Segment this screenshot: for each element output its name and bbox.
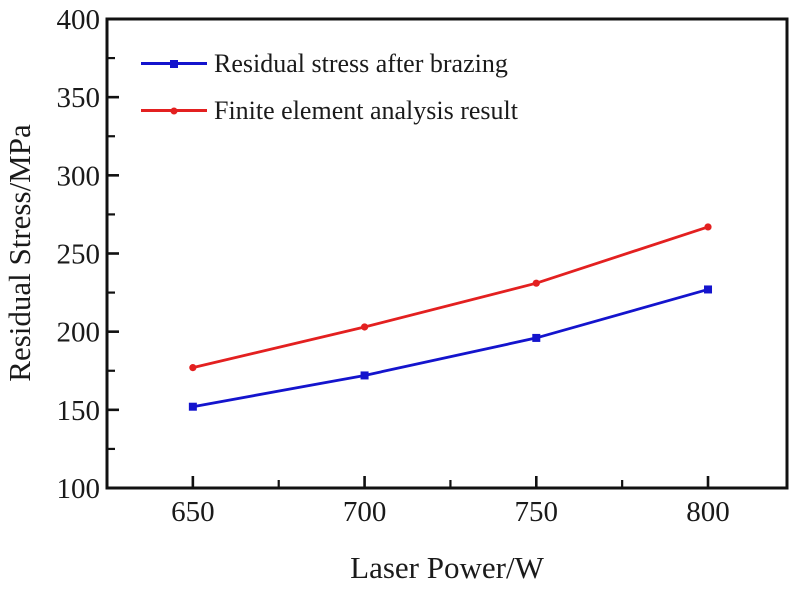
legend-line-sample: [141, 59, 207, 68]
data-point-circle: [532, 279, 540, 287]
data-point-circle: [189, 364, 197, 372]
series-line-1: [192, 225, 709, 369]
square-marker-icon: [170, 59, 178, 68]
y-tick-label: 200: [57, 317, 101, 349]
data-point-square: [532, 333, 541, 342]
y-axis-title: Residual Stress/MPa: [2, 124, 37, 382]
legend-line-sample: [141, 107, 207, 114]
y-tick-label: 350: [57, 82, 101, 114]
y-tick-label: 100: [57, 473, 101, 505]
y-tick-label: 300: [57, 160, 101, 192]
circle-marker-icon: [170, 107, 178, 114]
y-tick-label: 150: [57, 395, 101, 427]
plot-frame: [105, 17, 789, 490]
legend: Residual stress after brazing Finite ele…: [141, 40, 518, 134]
y-tick-label: 250: [57, 239, 101, 271]
legend-label: Residual stress after brazing: [214, 48, 508, 78]
x-tick-label: 650: [171, 496, 215, 528]
legend-entry-fea: Finite element analysis result: [141, 87, 518, 134]
x-tick-label: 750: [515, 496, 559, 528]
x-tick-label: 800: [686, 496, 730, 528]
data-point-square: [188, 402, 197, 411]
data-point-circle: [704, 223, 712, 231]
legend-label: Finite element analysis result: [214, 95, 518, 125]
data-point-square: [704, 285, 713, 294]
data-point-circle: [360, 323, 369, 331]
data-point-square: [360, 371, 369, 380]
x-tick-label: 700: [343, 496, 387, 528]
y-tick-label: 400: [57, 4, 101, 36]
legend-entry-brazing: Residual stress after brazing: [141, 40, 518, 87]
series-line-0: [192, 288, 709, 409]
x-axis-title: Laser Power/W: [350, 550, 544, 585]
